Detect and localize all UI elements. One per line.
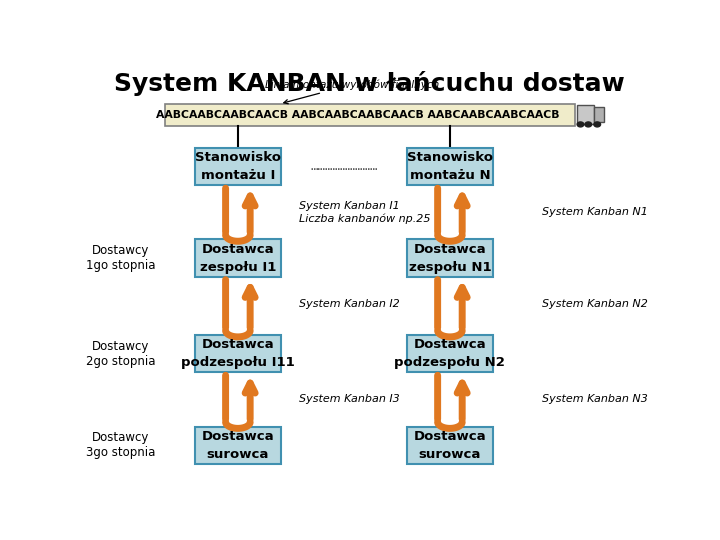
Text: System Kanban N2: System Kanban N2 xyxy=(542,299,648,309)
FancyBboxPatch shape xyxy=(407,427,493,464)
Text: Linia montażu wyrobów finalnych: Linia montażu wyrobów finalnych xyxy=(265,79,439,104)
FancyBboxPatch shape xyxy=(194,427,281,464)
Text: ………………………: ……………………… xyxy=(310,160,377,173)
FancyBboxPatch shape xyxy=(594,107,604,122)
Text: Dostawcy
1go stopnia: Dostawcy 1go stopnia xyxy=(86,244,156,272)
Circle shape xyxy=(577,122,584,127)
Text: System KANBAN w łańcuchu dostaw: System KANBAN w łańcuchu dostaw xyxy=(114,71,624,96)
Text: Dostawcy
3go stopnia: Dostawcy 3go stopnia xyxy=(86,431,156,459)
Text: Dostawca
podzespołu I11: Dostawca podzespołu I11 xyxy=(181,338,294,369)
FancyBboxPatch shape xyxy=(407,148,493,185)
FancyBboxPatch shape xyxy=(166,104,575,125)
Circle shape xyxy=(585,122,592,127)
Text: System Kanban I1: System Kanban I1 xyxy=(300,201,400,211)
Text: System Kanban I2: System Kanban I2 xyxy=(300,299,400,309)
Text: AABCAABCAABCAACB AABCAABCAABCAACB AABCAABCAABCAACB: AABCAABCAABCAACB AABCAABCAABCAACB AABCAA… xyxy=(156,110,560,120)
Text: Dostawca
podzespołu N2: Dostawca podzespołu N2 xyxy=(395,338,505,369)
Text: Stanowisko
montażu I: Stanowisko montażu I xyxy=(195,151,281,182)
Text: System Kanban N3: System Kanban N3 xyxy=(542,394,648,404)
Text: Dostawca
surowca: Dostawca surowca xyxy=(202,430,274,461)
FancyBboxPatch shape xyxy=(194,148,281,185)
Text: Dostawca
zespołu N1: Dostawca zespołu N1 xyxy=(408,242,491,274)
Text: System Kanban I3: System Kanban I3 xyxy=(300,394,400,404)
Text: Dostawca
surowca: Dostawca surowca xyxy=(413,430,486,461)
Text: Dostawcy
2go stopnia: Dostawcy 2go stopnia xyxy=(86,340,156,368)
Text: Stanowisko
montażu N: Stanowisko montażu N xyxy=(407,151,493,182)
FancyBboxPatch shape xyxy=(577,105,594,124)
Text: System Kanban N1: System Kanban N1 xyxy=(542,207,648,218)
FancyBboxPatch shape xyxy=(194,239,281,277)
Text: Liczba kanbanów np.25: Liczba kanbanów np.25 xyxy=(300,213,431,224)
FancyBboxPatch shape xyxy=(407,335,493,373)
FancyBboxPatch shape xyxy=(194,335,281,373)
Circle shape xyxy=(594,122,600,127)
FancyBboxPatch shape xyxy=(407,239,493,277)
Text: Dostawca
zespołu I1: Dostawca zespołu I1 xyxy=(199,242,276,274)
